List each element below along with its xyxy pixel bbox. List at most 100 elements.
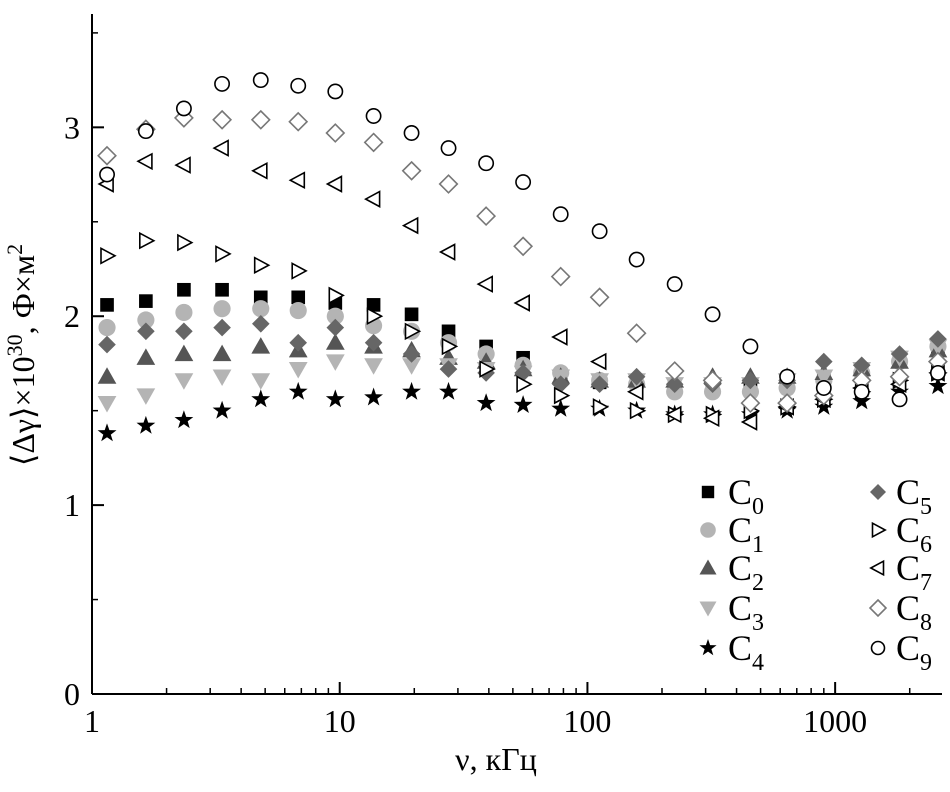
point-C0: [366, 298, 381, 312]
data-points: [97, 72, 948, 442]
legend-marker-C3: [699, 601, 717, 617]
legend-label-C6: C6: [896, 510, 932, 558]
point-C8: [97, 145, 117, 166]
point-C5: [741, 371, 760, 390]
point-C9: [815, 380, 832, 396]
point-C6: [592, 398, 610, 416]
point-C4: [476, 393, 496, 412]
point-C4: [364, 387, 383, 406]
point-C4: [174, 410, 194, 429]
point-C0: [441, 324, 456, 339]
point-C6: [629, 401, 647, 420]
point-C2: [326, 333, 345, 350]
point-C9: [552, 206, 569, 223]
point-C8: [212, 109, 233, 130]
point-C6: [366, 307, 384, 326]
point-C7: [665, 405, 682, 424]
point-C1: [252, 300, 270, 318]
point-C7: [513, 294, 531, 312]
point-C4: [928, 376, 948, 395]
point-C6: [253, 256, 271, 275]
point-C9: [779, 368, 796, 385]
series-C9: [99, 72, 946, 408]
point-C7: [325, 175, 343, 193]
y-tick-label: 1: [64, 487, 80, 523]
series-C8: [97, 107, 948, 414]
point-C7: [212, 139, 229, 157]
point-C7: [702, 409, 720, 428]
point-C8: [589, 287, 610, 308]
point-C7: [288, 171, 306, 190]
legend-label-C0: C0: [728, 472, 764, 520]
point-C9: [704, 306, 721, 323]
point-C5: [175, 322, 193, 341]
point-C1: [137, 311, 155, 329]
point-C9: [365, 108, 382, 124]
point-C9: [515, 174, 532, 191]
point-C9: [403, 125, 420, 141]
point-C3: [814, 369, 834, 386]
point-C4: [551, 398, 571, 417]
point-C9: [853, 383, 870, 400]
point-C4: [97, 423, 117, 442]
legend-item-C3: C3: [699, 588, 764, 636]
legend-marker-C9: [870, 640, 886, 656]
point-C7: [589, 352, 607, 371]
legend-label-C1: C1: [728, 510, 764, 558]
point-C8: [325, 123, 346, 143]
point-C4: [136, 415, 156, 434]
point-C6: [291, 262, 308, 280]
legend-marker-C4: [699, 639, 717, 656]
y-axis-label-unit: , Ф×м: [5, 255, 41, 335]
point-C3: [402, 358, 421, 375]
point-C5: [289, 333, 307, 352]
point-C7: [136, 152, 153, 171]
point-C2: [97, 367, 117, 384]
point-C8: [889, 366, 910, 387]
legend-item-C5: C5: [870, 472, 932, 520]
point-C9: [327, 83, 344, 100]
point-C8: [438, 174, 459, 194]
point-C8: [740, 393, 761, 414]
point-C9: [99, 166, 115, 183]
point-C6: [215, 245, 232, 263]
point-C6: [139, 231, 156, 250]
point-C5: [929, 330, 947, 348]
point-C4: [814, 397, 834, 415]
point-C9: [591, 223, 608, 240]
point-C9: [478, 155, 495, 172]
legend-marker-C6: [871, 521, 887, 539]
ticks: [91, 32, 911, 695]
point-C1: [289, 301, 307, 320]
legend-item-C2: C2: [699, 548, 764, 596]
point-C7: [364, 190, 381, 208]
y-axis-label-exp: 30: [2, 334, 27, 356]
legend-item-C0: C0: [701, 472, 764, 520]
point-C1: [326, 307, 344, 325]
point-C7: [174, 156, 191, 174]
point-C8: [664, 361, 685, 381]
point-C2: [251, 337, 271, 354]
point-C1: [175, 303, 193, 322]
y-tick-label: 3: [64, 109, 80, 145]
legend-marker-C8: [868, 598, 888, 618]
x-tick-label: 100: [563, 703, 611, 739]
point-C5: [364, 333, 383, 352]
point-C3: [288, 362, 308, 379]
point-C5: [890, 345, 909, 363]
point-C7: [251, 161, 268, 180]
point-C4: [439, 381, 458, 400]
point-C3: [251, 373, 271, 390]
legend-label-C5: C5: [896, 472, 932, 520]
point-C2: [174, 344, 194, 362]
point-C9: [252, 72, 269, 89]
point-C4: [288, 381, 308, 400]
point-C3: [326, 354, 345, 371]
point-C0: [253, 290, 268, 305]
legend-item-C8: C8: [868, 588, 932, 636]
x-tick-label: 10: [324, 703, 356, 739]
point-C9: [175, 100, 192, 117]
point-C5: [98, 335, 116, 354]
point-C2: [212, 344, 232, 362]
